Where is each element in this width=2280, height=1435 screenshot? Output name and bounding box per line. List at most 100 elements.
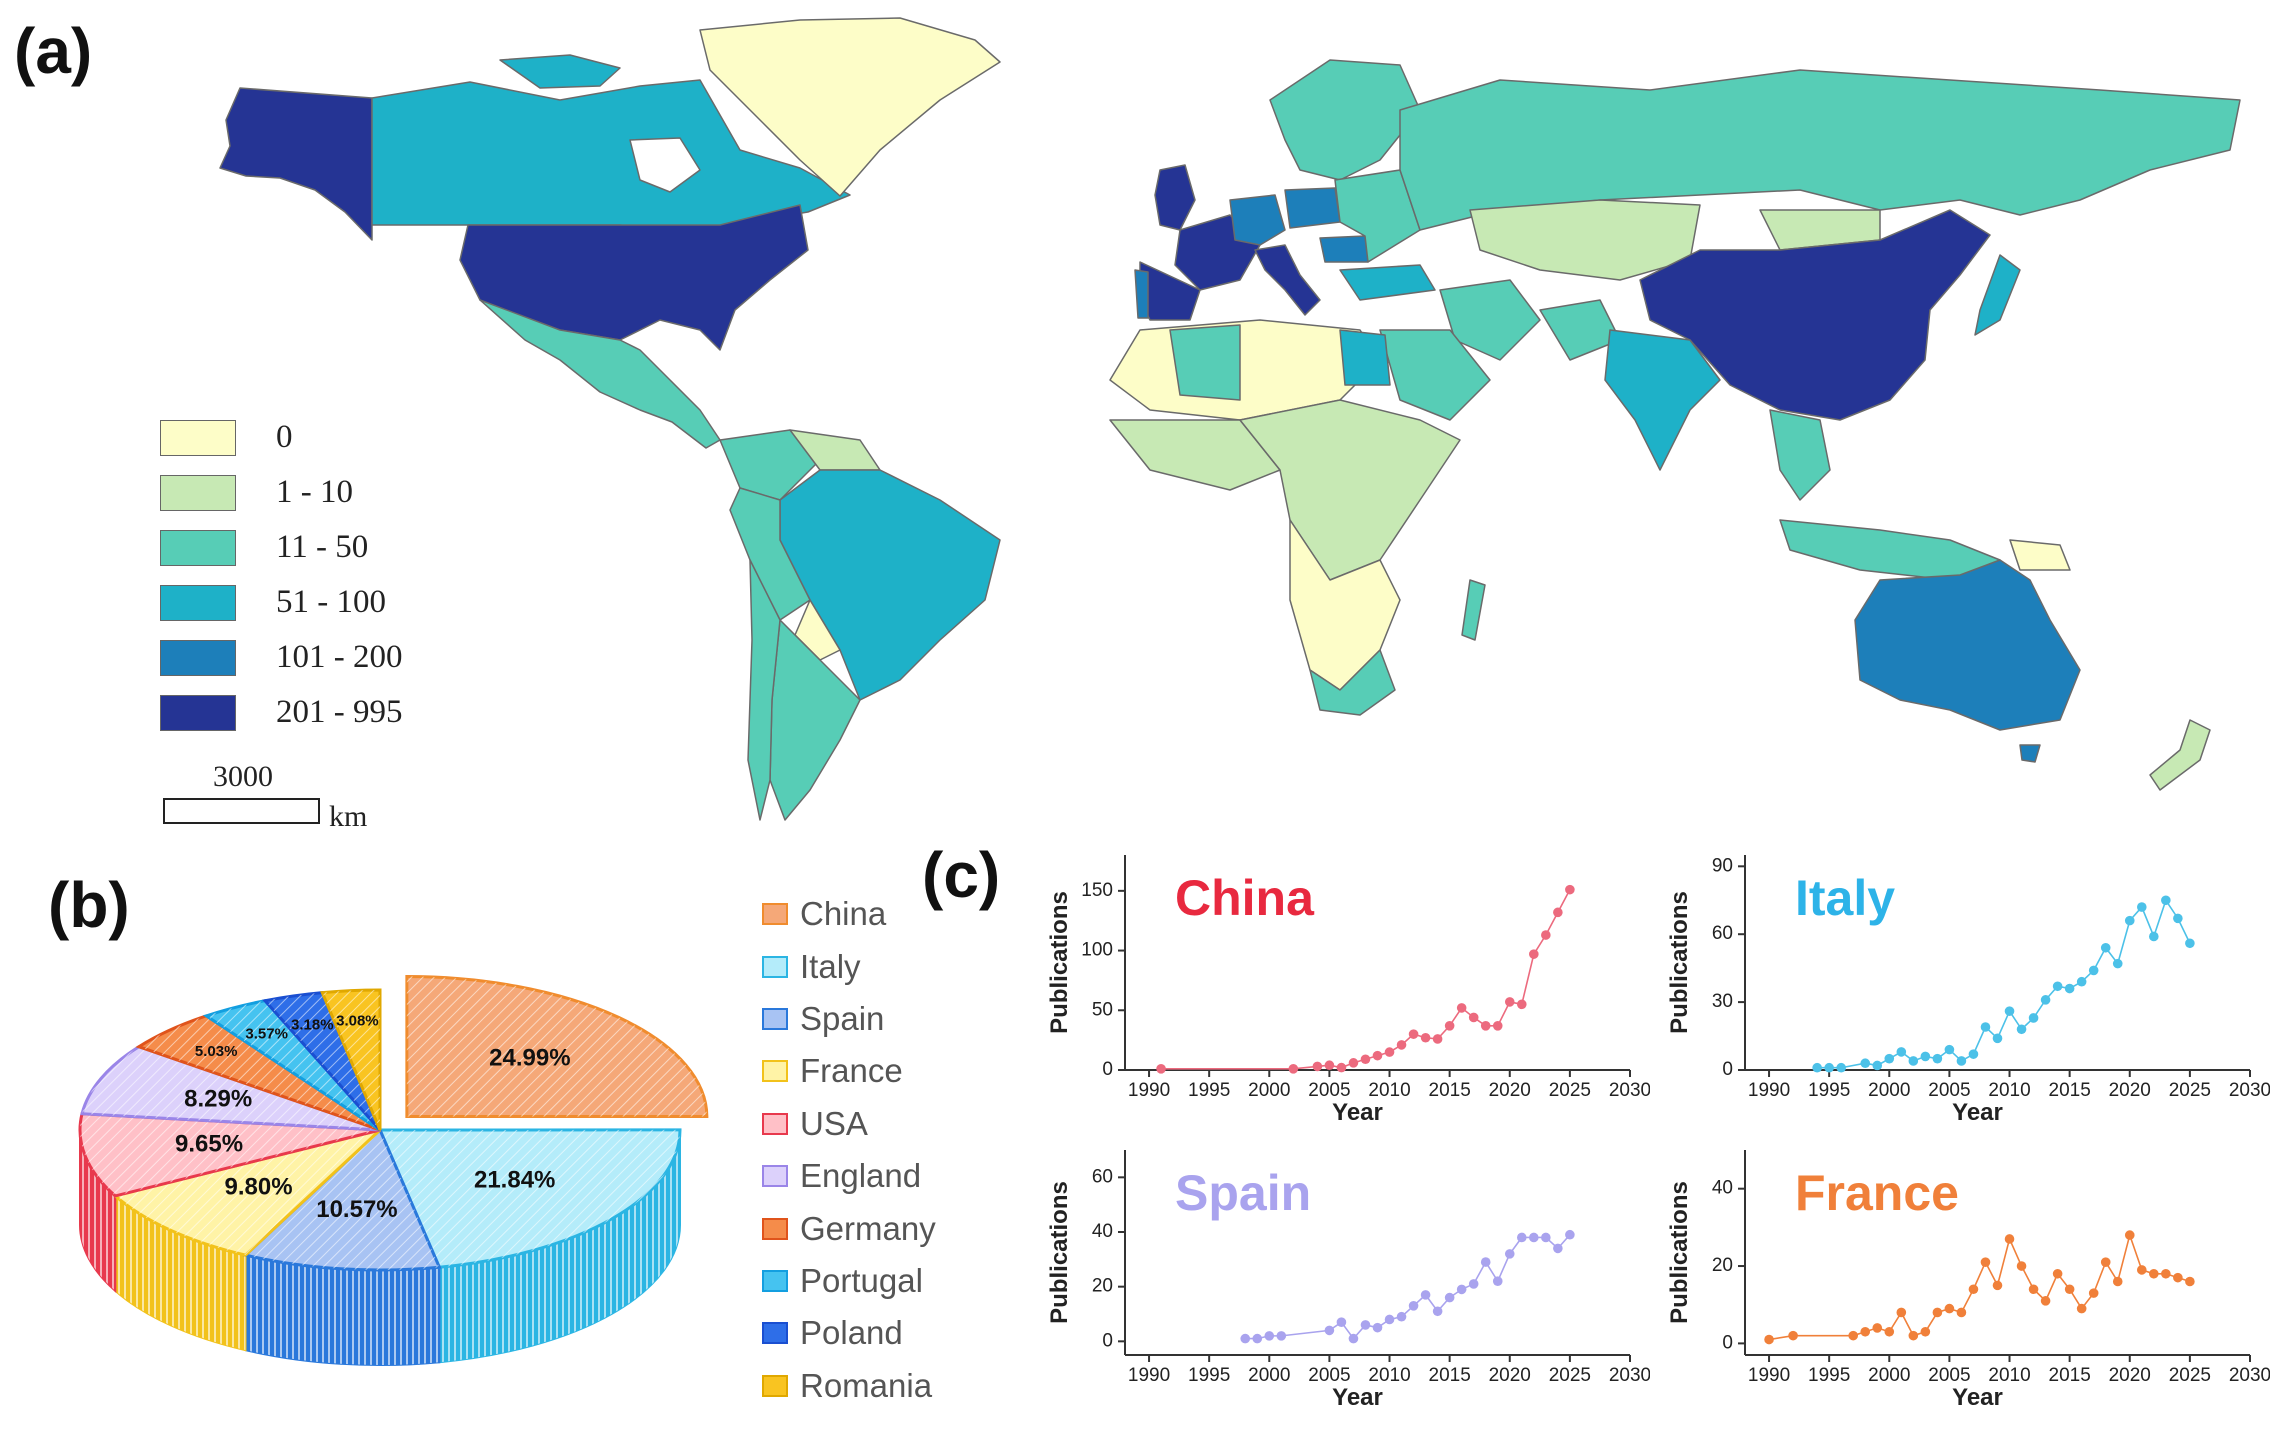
data-point (1529, 949, 1539, 959)
data-point (1432, 1034, 1443, 1044)
y-tick-label: 0 (1722, 1332, 1733, 1353)
map-legend-item: 11 - 50 (160, 520, 403, 575)
data-point (2040, 1296, 2051, 1306)
pie-side-texture (115, 1195, 246, 1351)
x-axis-label: Year (1332, 1099, 1383, 1126)
map-region-australia (1854, 559, 2081, 731)
x-tick-label: 2010 (1368, 1080, 1410, 1101)
x-tick-label: 1990 (1128, 1080, 1170, 1101)
data-point (1992, 1280, 2003, 1291)
data-point (1372, 1322, 1383, 1333)
map-region-turkey (1339, 264, 1436, 301)
x-tick-label: 2000 (1248, 1080, 1290, 1101)
scalebar-unit: km (329, 800, 368, 833)
data-point (1444, 1292, 1455, 1303)
legend-swatch (762, 903, 788, 926)
pie-slice-england (80, 1045, 381, 1132)
x-tick-label: 2020 (2109, 1080, 2151, 1101)
y-tick-label: 30 (1712, 991, 1733, 1012)
data-point (1360, 1320, 1371, 1330)
pie-side-spain (244, 1253, 441, 1366)
data-point (1565, 1229, 1575, 1240)
data-point (1504, 1249, 1515, 1259)
map-region-south-africa (1309, 649, 1396, 716)
data-point (2004, 1234, 2015, 1244)
x-tick-label: 2015 (2049, 1365, 2091, 1386)
data-point (1384, 1047, 1395, 1057)
data-point (1944, 1303, 1955, 1314)
panel-label-a: (a) (14, 15, 93, 87)
data-point (1956, 1307, 1967, 1318)
legend-swatch (762, 1165, 788, 1188)
y-tick-label: 0 (1722, 1059, 1733, 1080)
data-point (1336, 1062, 1347, 1073)
y-axis-label: Publications (1666, 1181, 1693, 1324)
x-tick-label: 2030 (2229, 1080, 2270, 1101)
data-point (1288, 1064, 1299, 1074)
pie-legend-item-france: France (762, 1045, 936, 1097)
data-point (1516, 999, 1527, 1010)
data-point (1932, 1307, 1943, 1318)
data-point (2173, 1272, 2183, 1283)
data-point (1468, 1279, 1479, 1289)
pie-data-label: 21.84% (474, 1167, 555, 1194)
data-point (2136, 902, 2147, 912)
legend-label: 201 - 995 (276, 694, 403, 730)
data-point (2088, 965, 2099, 976)
legend-label: China (800, 895, 887, 933)
map-region-poland (1284, 187, 1341, 229)
legend-swatch (762, 1269, 788, 1292)
x-tick-label: 2025 (1549, 1080, 1591, 1101)
map-region-iran (1439, 279, 1541, 361)
x-tick-label: 1990 (1128, 1365, 1170, 1386)
data-point (1836, 1062, 1846, 1073)
x-tick-label: 2020 (1489, 1080, 1531, 1101)
y-tick-label: 20 (1712, 1255, 1733, 1276)
data-point (1980, 1022, 1991, 1032)
chart-title: France (1795, 1165, 1959, 1221)
x-axis-label: Year (1952, 1099, 2003, 1126)
map-region-central-africa (1239, 399, 1461, 581)
x-tick-label: 2015 (2049, 1080, 2091, 1101)
data-point (2185, 938, 2195, 949)
data-point (1968, 1284, 1979, 1295)
legend-label: Spain (800, 999, 885, 1037)
scalebar-bar (163, 798, 320, 824)
data-point (1336, 1317, 1347, 1327)
data-point (1252, 1333, 1263, 1344)
data-point (1992, 1033, 2003, 1044)
data-point (1932, 1053, 1943, 1064)
pie-chart: 24.99% 21.84% 10.57% 9.80% 9.65% 8.29% 5.03% 3.… (78, 975, 709, 1366)
pie-slice-hatch (406, 976, 707, 1117)
data-point (1456, 1284, 1467, 1295)
data-point (1456, 1003, 1467, 1013)
pie-data-label: 24.99% (489, 1044, 570, 1071)
pie-slice-hatch (380, 1129, 680, 1268)
legend-label: Portugal (800, 1261, 923, 1299)
map-region-chile (747, 559, 781, 821)
pie-label-layer: 24.99% 21.84% 10.57% 9.80% 9.65% 8.29% 5.03% 3.… (175, 1012, 571, 1223)
data-point (2028, 1284, 2039, 1295)
map-region-scandinavia (1269, 59, 1421, 181)
pie-data-label: 9.65% (175, 1130, 243, 1157)
legend-swatch (160, 584, 236, 621)
data-point (2173, 913, 2183, 924)
pie-slice-hatch (322, 990, 380, 1130)
legend-swatch (762, 1112, 788, 1135)
data-point (1384, 1314, 1395, 1325)
map-region-west-africa (1109, 419, 1281, 491)
legend-label: France (800, 1052, 903, 1090)
series-line (1768, 1232, 2191, 1341)
map-region-greenland (699, 17, 1001, 197)
legend-swatch (160, 529, 236, 566)
pie-slice-italy (377, 1128, 682, 1269)
data-point (2161, 1268, 2171, 1279)
x-tick-label: 2005 (1928, 1080, 1970, 1101)
data-point (1529, 1232, 1539, 1243)
pie-legend: China Italy Spain France USA England Ger… (762, 888, 936, 1412)
data-point (1420, 1032, 1431, 1043)
chart-title: Spain (1175, 1165, 1311, 1221)
pie-data-label: 5.03% (195, 1043, 238, 1060)
pie-side-texture (80, 1130, 116, 1291)
x-tick-label: 2015 (1429, 1080, 1471, 1101)
